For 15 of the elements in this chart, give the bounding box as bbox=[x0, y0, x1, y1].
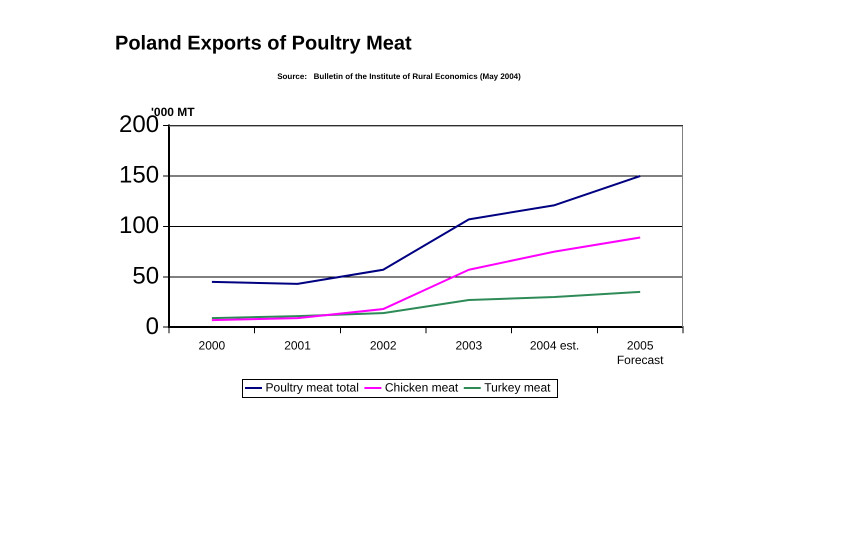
x-tick-label: 2000 bbox=[198, 338, 226, 353]
y-tick-label: 150 bbox=[118, 162, 160, 189]
y-tick-label: 50 bbox=[132, 262, 160, 290]
x-tick-label: 2004 est. bbox=[530, 338, 580, 353]
legend-label: Poultry meat total bbox=[266, 380, 359, 394]
legend-label: Chicken meat bbox=[384, 380, 459, 394]
x-tick-label: 2003 bbox=[456, 338, 483, 353]
x-tick-label: 2002 bbox=[370, 338, 397, 353]
y-tick-label: 100 bbox=[118, 212, 160, 240]
chart-subtitle: Source: Bulletin of the Institute of Rural Economics (May 2004) bbox=[277, 72, 522, 82]
legend-label: Turkey meat bbox=[484, 380, 552, 394]
chart-title: Poland Exports of Poultry Meat bbox=[115, 32, 412, 55]
x-tick-label: 2001 bbox=[284, 338, 312, 353]
y-tick-label: 0 bbox=[146, 312, 160, 340]
x-tick-label: 2005 Forecast bbox=[616, 338, 664, 368]
